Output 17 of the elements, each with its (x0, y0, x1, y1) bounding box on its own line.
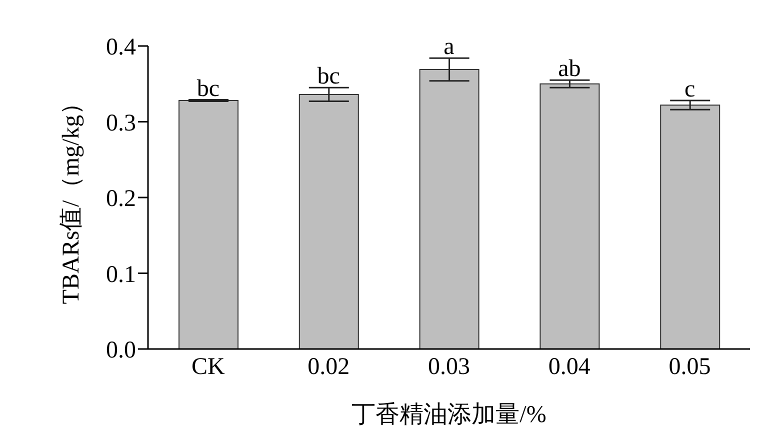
x-axis-title: 丁香精油添加量/% (352, 402, 546, 428)
x-tick-label: 0.02 (308, 354, 350, 380)
annotation: a (444, 34, 455, 60)
y-tick-label: 0.0 (106, 338, 136, 364)
x-tick-label: 0.04 (548, 354, 590, 380)
annotation: bc (196, 76, 220, 102)
annotation: bc (317, 64, 340, 90)
y-axis-title: TBARs值/（mg/kg） (58, 90, 85, 304)
y-tick-label: 0.3 (106, 110, 136, 136)
x-tick-label: 0.03 (428, 354, 470, 380)
x-tick-label: CK (192, 354, 226, 380)
x-tick-label: 0.05 (668, 354, 711, 380)
y-tick-label: 0.4 (106, 34, 136, 61)
y-tick-label: 0.1 (106, 262, 136, 288)
y-tick-label: 0.2 (106, 186, 136, 212)
annotation: c (684, 76, 696, 103)
annotation: ab (558, 56, 581, 82)
